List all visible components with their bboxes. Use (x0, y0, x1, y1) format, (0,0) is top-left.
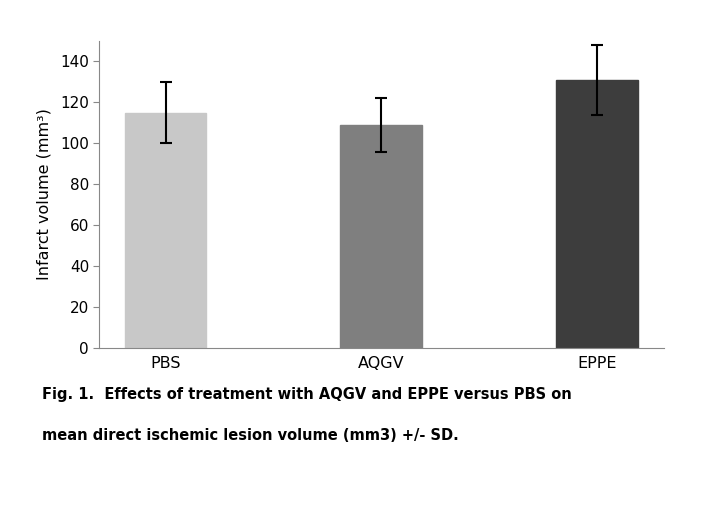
Y-axis label: Infarct volume (mm³): Infarct volume (mm³) (37, 109, 52, 281)
Bar (124, 113, 206, 348)
Bar (556, 80, 638, 348)
Text: Fig. 1.  Effects of treatment with AQGV and EPPE versus PBS on: Fig. 1. Effects of treatment with AQGV a… (42, 387, 572, 401)
Text: mean direct ischemic lesion volume (mm3) +/- SD.: mean direct ischemic lesion volume (mm3)… (42, 428, 459, 442)
Bar (340, 125, 422, 348)
